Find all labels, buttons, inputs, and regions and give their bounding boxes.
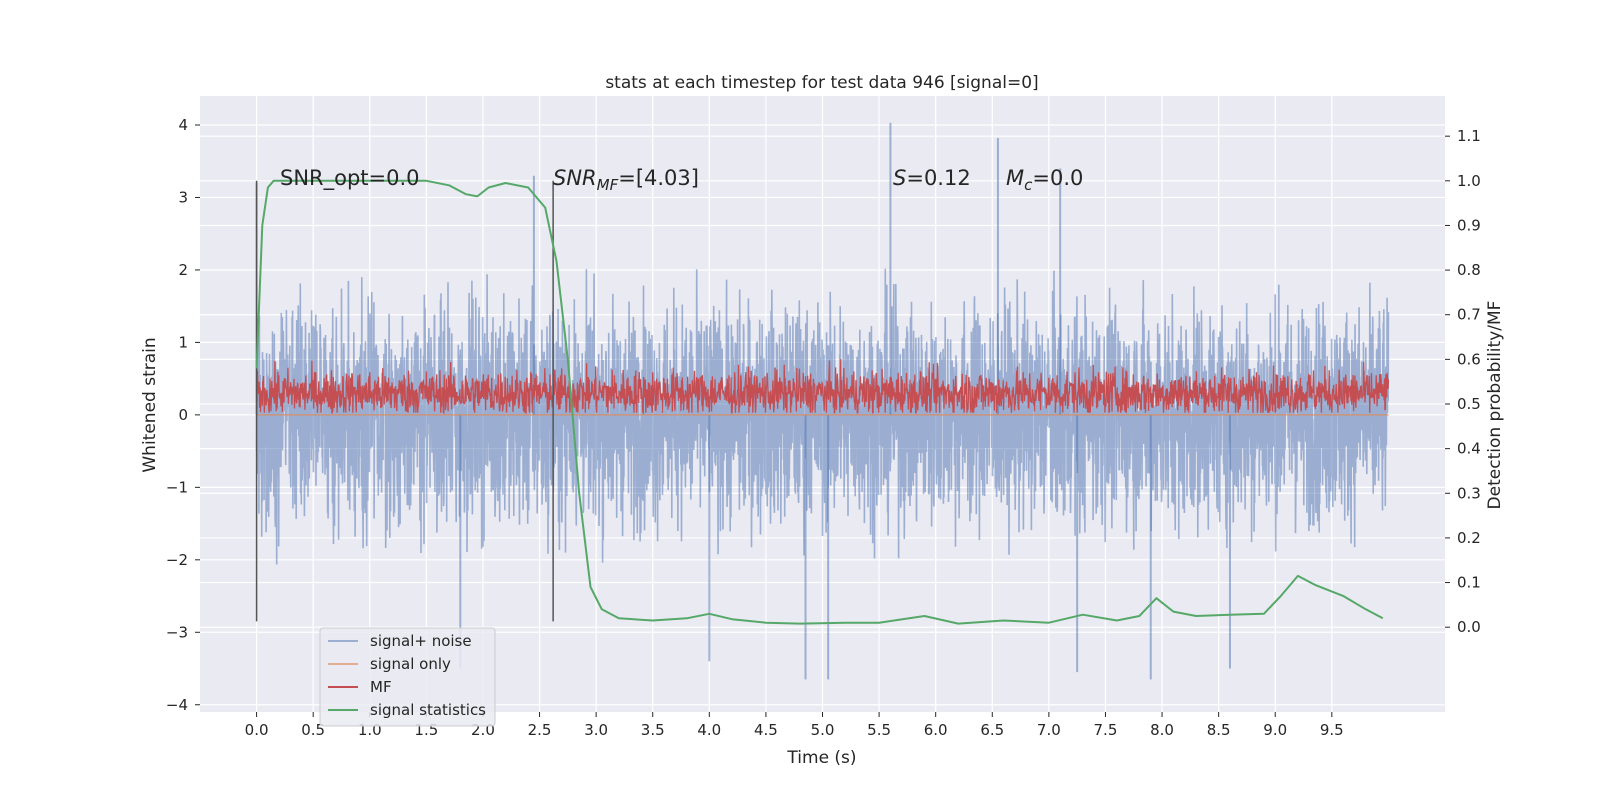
y-left-axis-ticks: 4 3 2 1 0 −1 −2 −3 −4 bbox=[166, 116, 200, 714]
annotation-part: SNR bbox=[553, 166, 597, 190]
series-signal-noise bbox=[255, 122, 1390, 680]
y-right-tick-label: 0.2 bbox=[1457, 529, 1481, 547]
y-right-tick-label: 1.0 bbox=[1457, 172, 1481, 190]
y-right-tick-label: 0.9 bbox=[1457, 216, 1481, 234]
y-left-tick-label: 4 bbox=[178, 116, 188, 134]
x-tick-label: 5.0 bbox=[811, 721, 835, 739]
y-left-tick-label: 2 bbox=[178, 261, 188, 279]
annotation-part: MF bbox=[597, 176, 619, 194]
annotation-mc-value: Mc=0.0 bbox=[1006, 166, 1083, 194]
y-right-tick-label: 0.4 bbox=[1457, 440, 1481, 458]
annotation-snr-mf: SNRMF=[4.03] bbox=[553, 166, 699, 194]
y-right-tick-label: 0.8 bbox=[1457, 261, 1481, 279]
x-tick-label: 9.5 bbox=[1320, 721, 1344, 739]
vertical-markers bbox=[255, 180, 554, 622]
y-right-axis-label: Detection probability/MF bbox=[1485, 301, 1505, 510]
y-right-tick-label: 0.3 bbox=[1457, 484, 1481, 502]
annotation-s-value: S=0.12 bbox=[893, 166, 971, 190]
x-tick-label: 6.5 bbox=[980, 721, 1004, 739]
legend-label-mf: MF bbox=[370, 678, 392, 696]
x-tick-label: 2.5 bbox=[528, 721, 552, 739]
x-tick-label: 5.5 bbox=[867, 721, 891, 739]
y-left-tick-label: −3 bbox=[166, 623, 188, 641]
y-right-tick-label: 0.6 bbox=[1457, 350, 1481, 368]
x-tick-label: 4.0 bbox=[697, 721, 721, 739]
legend-label-signal-statistics: signal statistics bbox=[370, 701, 486, 719]
y-right-axis-ticks: 1.1 1.0 0.9 0.8 0.7 0.6 0.5 0.4 0.3 0.2 0.1 0.0 bbox=[1445, 127, 1481, 636]
x-tick-label: 8.5 bbox=[1207, 721, 1231, 739]
legend-label-signal-noise: signal+ noise bbox=[370, 632, 472, 650]
x-tick-label: 4.5 bbox=[754, 721, 778, 739]
annotation-snr-opt: SNR_opt=0.0 bbox=[280, 166, 420, 191]
x-tick-label: 0.0 bbox=[245, 721, 269, 739]
y-right-tick-label: 0.7 bbox=[1457, 306, 1481, 324]
y-right-tick-label: 1.1 bbox=[1457, 127, 1481, 145]
x-tick-label: 9.0 bbox=[1263, 721, 1287, 739]
y-left-tick-label: −4 bbox=[166, 696, 188, 714]
y-left-tick-label: 3 bbox=[178, 188, 188, 206]
signal-noise-line bbox=[255, 268, 1390, 565]
signal-statistics-line bbox=[255, 179, 1384, 625]
annotation-part: =[4.03] bbox=[618, 166, 699, 190]
legend: signal+ noise signal only MF signal stat… bbox=[319, 627, 496, 727]
annotations: SNR_opt=0.0 SNRMF=[4.03] S=0.12 Mc=0.0 bbox=[280, 166, 1083, 194]
legend-box bbox=[319, 627, 496, 727]
series-signal-statistics bbox=[255, 179, 1384, 625]
y-right-tick-label: 0.5 bbox=[1457, 395, 1481, 413]
x-tick-label: 7.0 bbox=[1037, 721, 1061, 739]
x-tick-label: 8.0 bbox=[1150, 721, 1174, 739]
mf-line bbox=[255, 359, 1390, 415]
annotation-part: c bbox=[1024, 176, 1033, 194]
annotation-part: =0.12 bbox=[906, 166, 970, 190]
x-tick-label: 0.5 bbox=[301, 721, 325, 739]
series-mf bbox=[255, 359, 1390, 415]
legend-label-signal-only: signal only bbox=[370, 655, 451, 673]
y-right-tick-label: 0.0 bbox=[1457, 618, 1481, 636]
x-tick-label: 7.5 bbox=[1094, 721, 1118, 739]
annotation-part: =0.0 bbox=[1032, 166, 1083, 190]
y-left-tick-label: −1 bbox=[166, 478, 188, 496]
y-right-tick-label: 0.1 bbox=[1457, 574, 1481, 592]
annotation-part: SNR_opt=0.0 bbox=[280, 166, 420, 191]
y-left-tick-label: 1 bbox=[178, 333, 188, 351]
chart-title: stats at each timestep for test data 946… bbox=[605, 73, 1038, 93]
annotation-part: S bbox=[893, 166, 906, 190]
x-tick-label: 3.5 bbox=[641, 721, 665, 739]
y-left-axis-label: Whitened strain bbox=[140, 337, 160, 472]
x-tick-label: 3.0 bbox=[584, 721, 608, 739]
y-left-tick-label: −2 bbox=[166, 551, 188, 569]
y-left-tick-label: 0 bbox=[178, 406, 188, 424]
x-tick-label: 6.0 bbox=[924, 721, 948, 739]
x-axis-label: Time (s) bbox=[786, 748, 856, 768]
annotation-part: M bbox=[1006, 166, 1024, 190]
